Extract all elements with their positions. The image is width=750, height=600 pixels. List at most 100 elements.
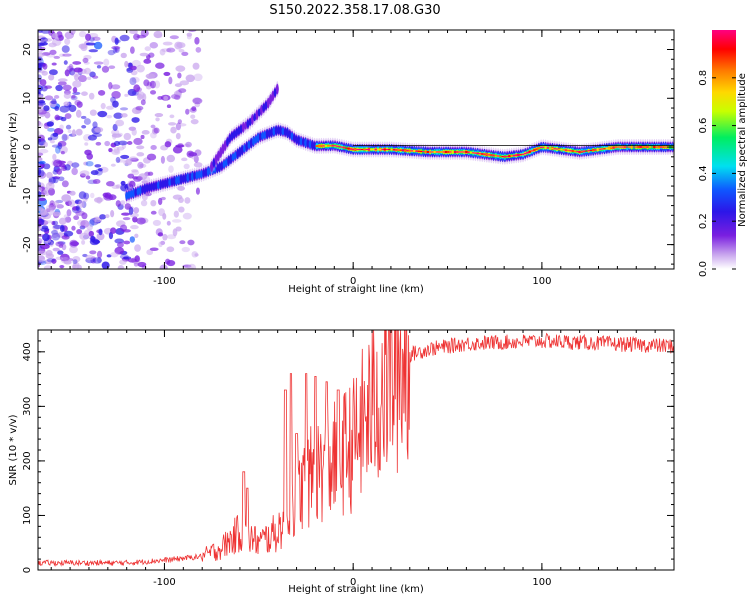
heatmap-cell bbox=[247, 140, 251, 149]
heatmap-cell bbox=[659, 146, 663, 148]
heatmap-noise-cell bbox=[191, 251, 198, 258]
heatmap-noise-cell bbox=[78, 200, 85, 208]
y-tick-label: -10 bbox=[22, 188, 33, 204]
heatmap-noise-cell bbox=[175, 65, 186, 72]
snr-x-label: Height of straight line (km) bbox=[288, 584, 424, 595]
heatmap-cell bbox=[465, 151, 468, 153]
heatmap-noise-cell bbox=[61, 243, 67, 251]
heatmap-noise-cell bbox=[54, 95, 60, 99]
heatmap-noise-cell bbox=[84, 149, 92, 156]
y-tick-label: 20 bbox=[22, 43, 33, 56]
heatmap-cell bbox=[526, 152, 529, 154]
heatmap-cell bbox=[157, 181, 160, 190]
heatmap-noise-cell bbox=[44, 85, 53, 89]
colorbar-tick-label: 0.8 bbox=[698, 70, 709, 86]
heatmap-cell bbox=[392, 149, 396, 151]
x-tick-label: -100 bbox=[153, 577, 176, 588]
heatmap-noise-cell bbox=[44, 95, 54, 101]
heatmap-cell bbox=[378, 148, 382, 151]
y-tick-label: 100 bbox=[22, 506, 33, 525]
heatmap-cell bbox=[129, 190, 133, 199]
heatmap-noise-cell bbox=[160, 240, 166, 246]
heatmap-cell bbox=[295, 135, 298, 144]
heatmap-noise-cell bbox=[131, 128, 137, 136]
heatmap-cell bbox=[517, 154, 520, 156]
heatmap-cell bbox=[508, 155, 511, 157]
heatmap-noise-cell bbox=[150, 199, 157, 207]
heatmap-noise-cell bbox=[83, 118, 91, 125]
heatmap-noise-cell bbox=[154, 113, 164, 118]
heatmap-cell bbox=[356, 148, 360, 151]
heatmap-noise-cell bbox=[185, 108, 190, 115]
heatmap-cell bbox=[273, 88, 277, 97]
heatmap-noise-cell bbox=[137, 261, 147, 268]
heatmap-cell bbox=[544, 146, 548, 149]
heatmap-noise-cell bbox=[150, 124, 156, 129]
heatmap-noise-cell bbox=[117, 242, 124, 248]
heatmap-cell bbox=[250, 115, 254, 124]
heatmap-noise-cell bbox=[49, 139, 55, 144]
heatmap-cell bbox=[299, 137, 303, 146]
heatmap-cell bbox=[227, 156, 231, 165]
heatmap-noise-cell bbox=[51, 32, 59, 39]
heatmap-cell bbox=[503, 156, 507, 158]
heatmap-noise-cell bbox=[53, 159, 63, 168]
heatmap-noise-cell bbox=[71, 162, 80, 168]
heatmap-noise-cell bbox=[129, 65, 138, 71]
heatmap-noise-cell bbox=[93, 61, 104, 65]
heatmap-noise-cell bbox=[178, 88, 187, 93]
heatmap-noise-cell bbox=[49, 49, 57, 55]
x-tick-label: 100 bbox=[532, 276, 551, 287]
heatmap-noise-cell bbox=[57, 250, 64, 255]
heatmap-noise-cell bbox=[38, 219, 43, 228]
heatmap-noise-cell bbox=[178, 48, 185, 53]
heatmap-noise-cell bbox=[129, 77, 137, 86]
heatmap-noise-cell bbox=[60, 150, 65, 155]
heatmap-noise-cell bbox=[175, 226, 182, 232]
heatmap-noise-cell bbox=[104, 192, 112, 199]
heatmap-noise-cell bbox=[123, 132, 132, 141]
heatmap-noise-cell bbox=[101, 65, 110, 73]
heatmap-cell bbox=[566, 149, 570, 152]
heatmap-cell bbox=[460, 151, 464, 153]
heatmap-noise-cell bbox=[44, 259, 53, 265]
heatmap-cell bbox=[419, 150, 423, 153]
heatmap-cell bbox=[390, 148, 394, 151]
heatmap-noise-cell bbox=[89, 109, 97, 116]
spectrogram-y-label: Frequency (Hz) bbox=[8, 112, 19, 188]
heatmap-noise-cell bbox=[38, 138, 42, 143]
heatmap-noise-cell bbox=[96, 64, 102, 69]
heatmap-noise-cell bbox=[66, 209, 72, 217]
heatmap-cell bbox=[381, 148, 385, 151]
heatmap-cell bbox=[197, 170, 201, 179]
heatmap-noise-cell bbox=[76, 101, 83, 108]
heatmap-cell bbox=[170, 177, 174, 186]
heatmap-cell bbox=[217, 152, 220, 161]
heatmap-cell bbox=[333, 145, 337, 147]
heatmap-cell bbox=[308, 140, 312, 149]
y-tick-label: 200 bbox=[22, 451, 33, 470]
heatmap-cell bbox=[230, 132, 234, 141]
y-tick-label: 300 bbox=[22, 397, 33, 416]
heatmap-noise-cell bbox=[134, 233, 139, 239]
heatmap-noise-cell bbox=[38, 94, 41, 99]
heatmap-noise-cell bbox=[71, 129, 76, 137]
heatmap-cell bbox=[263, 130, 267, 139]
heatmap-cell bbox=[229, 154, 233, 163]
heatmap-cell bbox=[399, 149, 403, 151]
heatmap-noise-cell bbox=[163, 95, 169, 101]
heatmap-noise-cell bbox=[195, 46, 202, 53]
heatmap-cell bbox=[630, 146, 634, 148]
heatmap-noise-cell bbox=[123, 161, 129, 165]
heatmap-cell bbox=[406, 149, 409, 152]
heatmap-cell bbox=[505, 155, 509, 158]
heatmap-cell bbox=[125, 191, 129, 200]
heatmap-noise-cell bbox=[130, 224, 139, 230]
heatmap-noise-cell bbox=[162, 41, 173, 46]
heatmap-noise-cell bbox=[68, 199, 76, 208]
heatmap-noise-cell bbox=[92, 179, 101, 185]
heatmap-cell bbox=[449, 151, 452, 153]
heatmap-noise-cell bbox=[38, 255, 45, 261]
heatmap-cell bbox=[143, 184, 147, 193]
heatmap-noise-cell bbox=[129, 236, 135, 243]
